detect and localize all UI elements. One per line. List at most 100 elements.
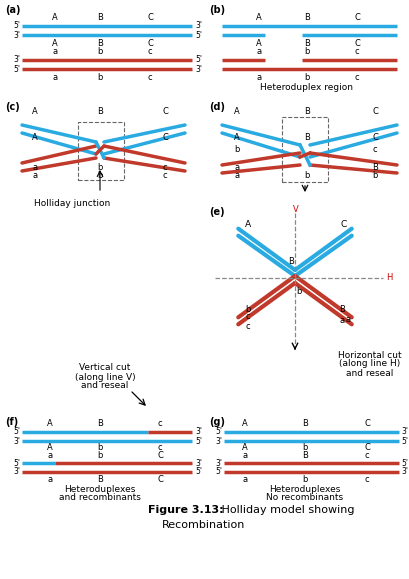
Text: B: B (304, 107, 310, 115)
Text: a: a (339, 316, 344, 325)
Text: B: B (302, 420, 308, 428)
Text: C: C (157, 450, 163, 460)
Text: a: a (52, 46, 58, 56)
Text: b: b (97, 163, 103, 171)
Text: C: C (157, 475, 163, 483)
Text: Figure 3.13:: Figure 3.13: (148, 505, 224, 515)
Text: a: a (32, 163, 38, 171)
Text: a: a (47, 450, 53, 460)
Text: A: A (234, 107, 240, 115)
Text: (c): (c) (5, 102, 20, 112)
Text: 3': 3' (401, 427, 408, 437)
Text: b: b (304, 46, 310, 56)
Text: A: A (242, 444, 248, 453)
Text: b: b (304, 72, 310, 82)
Text: 5': 5' (401, 437, 408, 445)
Text: 5': 5' (13, 64, 20, 74)
Text: C: C (162, 107, 168, 115)
Text: B: B (304, 13, 310, 21)
Text: A: A (47, 444, 53, 453)
Text: 5': 5' (215, 467, 222, 477)
Text: 3': 3' (215, 437, 222, 445)
Text: 5': 5' (13, 427, 20, 437)
Text: b: b (97, 444, 103, 453)
Text: C: C (354, 13, 360, 21)
Text: c: c (148, 46, 152, 56)
Text: 3': 3' (13, 31, 20, 39)
Text: c: c (163, 171, 167, 181)
Text: c: c (246, 312, 251, 321)
Text: C: C (364, 420, 370, 428)
Text: c: c (355, 72, 360, 82)
Text: c: c (246, 322, 251, 331)
Text: 3': 3' (195, 21, 202, 31)
Text: B: B (97, 107, 103, 115)
Bar (282, 117, 328, 182)
Text: C: C (147, 13, 153, 21)
Text: A: A (234, 134, 240, 142)
Text: c: c (158, 420, 162, 428)
Text: b: b (304, 171, 310, 181)
Text: b: b (97, 72, 103, 82)
Text: V: V (293, 204, 299, 214)
Text: A: A (245, 220, 251, 229)
Text: 5': 5' (195, 467, 202, 477)
Text: Heteroduplex region: Heteroduplex region (261, 83, 353, 93)
Text: 5': 5' (195, 56, 202, 64)
Text: Holliday junction: Holliday junction (34, 199, 110, 207)
Text: c: c (365, 475, 369, 483)
Text: 3': 3' (13, 56, 20, 64)
Text: a: a (234, 171, 240, 181)
Text: B: B (372, 163, 378, 173)
Text: A: A (256, 13, 262, 21)
Text: C: C (341, 220, 347, 229)
Text: B: B (339, 305, 345, 314)
Text: Heteroduplexes: Heteroduplexes (64, 485, 136, 493)
Text: a: a (52, 72, 58, 82)
Text: B: B (304, 38, 310, 47)
Text: a: a (256, 46, 262, 56)
Text: c: c (373, 145, 378, 155)
Text: a: a (32, 171, 38, 181)
Text: (along line H): (along line H) (339, 360, 401, 368)
Text: a: a (243, 450, 247, 460)
Text: 3': 3' (13, 437, 20, 445)
Text: c: c (158, 444, 162, 453)
Text: (d): (d) (209, 102, 225, 112)
Text: No recombinants: No recombinants (266, 493, 344, 503)
Text: A: A (32, 107, 38, 115)
Text: a: a (345, 315, 350, 324)
Text: c: c (148, 72, 152, 82)
Text: a: a (256, 72, 262, 82)
Text: 5': 5' (195, 437, 202, 445)
Text: B: B (302, 450, 308, 460)
Text: 3': 3' (401, 467, 408, 477)
Text: a: a (234, 163, 240, 173)
Text: C: C (364, 444, 370, 453)
Text: b: b (372, 171, 378, 181)
Text: c: c (355, 46, 360, 56)
Text: A: A (52, 38, 58, 47)
Text: Holliday model showing: Holliday model showing (218, 505, 355, 515)
Text: 3': 3' (13, 467, 20, 477)
Text: a: a (47, 475, 53, 483)
Text: 5': 5' (13, 21, 20, 31)
Bar (78, 122, 124, 180)
Text: Vertical cut: Vertical cut (79, 364, 131, 372)
Text: C: C (162, 134, 168, 142)
Text: C: C (372, 107, 378, 115)
Text: b: b (302, 444, 308, 453)
Text: 5': 5' (401, 459, 408, 467)
Text: Horizontal cut: Horizontal cut (338, 350, 402, 360)
Text: (a): (a) (5, 5, 20, 15)
Text: A: A (242, 420, 248, 428)
Text: A: A (256, 38, 262, 47)
Text: 3': 3' (195, 459, 202, 467)
Text: Recombination: Recombination (162, 520, 246, 530)
Text: b: b (245, 305, 251, 314)
Text: A: A (47, 420, 53, 428)
Text: a: a (243, 475, 247, 483)
Text: (along line V): (along line V) (75, 372, 135, 382)
Text: B: B (97, 13, 103, 21)
Text: H: H (386, 273, 392, 283)
